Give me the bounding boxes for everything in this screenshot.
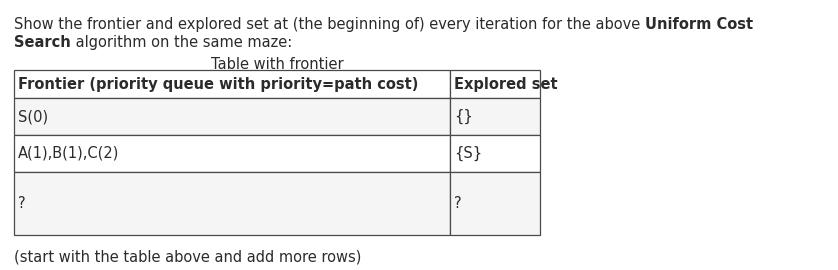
Bar	[450, 70, 540, 98]
Bar	[450, 135, 540, 172]
Text: Explored set: Explored set	[454, 76, 557, 92]
Bar	[14, 70, 450, 98]
Text: A(1),B(1),C(2): A(1),B(1),C(2)	[18, 146, 119, 161]
Text: ?: ?	[454, 196, 462, 211]
Text: Frontier (priority queue with priority=path cost): Frontier (priority queue with priority=p…	[18, 76, 418, 92]
Text: S(0): S(0)	[18, 109, 48, 124]
Text: {}: {}	[454, 109, 473, 124]
Text: ?: ?	[18, 196, 26, 211]
Text: (start with the table above and add more rows): (start with the table above and add more…	[14, 249, 361, 264]
Bar	[450, 172, 540, 235]
Bar	[450, 98, 540, 135]
Bar	[14, 172, 450, 235]
Bar	[14, 98, 450, 135]
Text: Table with frontier: Table with frontier	[210, 57, 344, 72]
Bar	[14, 135, 450, 172]
Text: {S}: {S}	[454, 146, 482, 161]
Text: Uniform Cost: Uniform Cost	[645, 17, 753, 32]
Text: algorithm on the same maze:: algorithm on the same maze:	[70, 35, 292, 50]
Text: Show the frontier and explored set at (the beginning of) every iteration for the: Show the frontier and explored set at (t…	[14, 17, 645, 32]
Text: Search: Search	[14, 35, 70, 50]
